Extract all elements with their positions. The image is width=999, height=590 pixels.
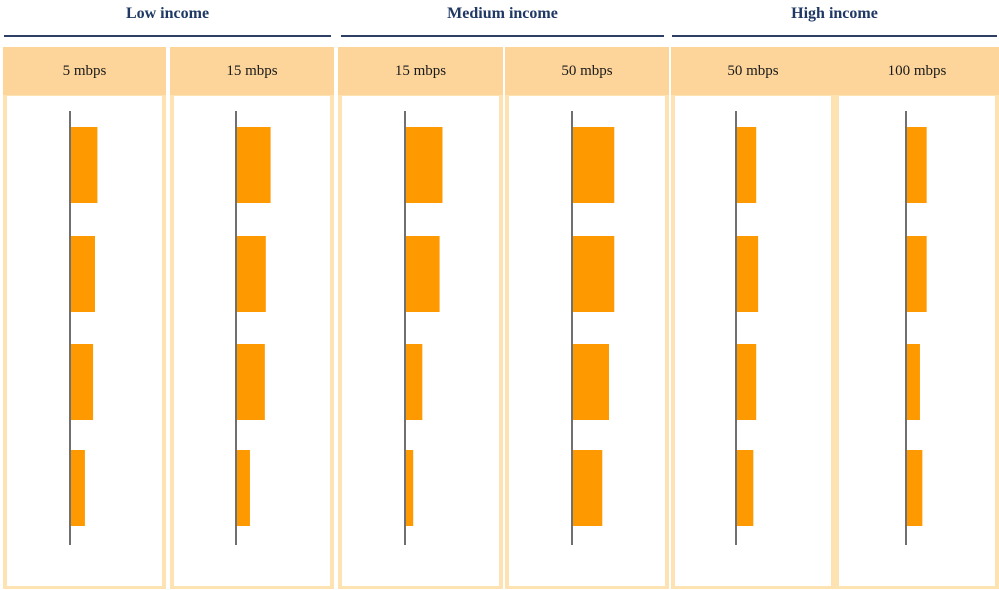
bar <box>907 344 920 420</box>
speed-panel: 15 mbps <box>170 47 334 589</box>
bar <box>406 236 440 312</box>
bar-chart <box>69 111 98 545</box>
bar <box>737 344 757 420</box>
bar <box>71 450 85 526</box>
panel-header: 15 mbps <box>338 47 503 95</box>
bar <box>737 450 754 526</box>
bar <box>406 127 443 203</box>
bar <box>737 127 757 203</box>
panel-header: 15 mbps <box>170 47 334 95</box>
bar <box>907 450 923 526</box>
panel-header: 100 mbps <box>835 47 999 95</box>
bar-chart <box>735 111 759 545</box>
bar <box>573 127 615 203</box>
bar <box>71 127 98 203</box>
bar <box>573 344 609 420</box>
bar-chart <box>905 111 927 545</box>
speed-panel: 5 mbps <box>3 47 166 589</box>
bar <box>737 236 759 312</box>
bar <box>406 344 423 420</box>
bar <box>71 344 94 420</box>
group-title: Low income <box>125 5 210 22</box>
group-rule <box>341 35 664 37</box>
group-rule <box>672 35 997 37</box>
bar <box>237 236 266 312</box>
panel-header: 5 mbps <box>3 47 166 95</box>
group-rule <box>4 35 331 37</box>
bar <box>573 450 603 526</box>
bar <box>237 127 271 203</box>
bar <box>573 236 615 312</box>
group-title: High income <box>791 5 878 22</box>
bar <box>237 344 265 420</box>
bar-chart <box>571 111 615 545</box>
bar-chart <box>404 111 443 545</box>
bar-chart <box>235 111 271 545</box>
bar <box>907 127 927 203</box>
speed-panel: 50 mbps <box>671 47 835 589</box>
bar <box>71 236 95 312</box>
speed-panel: 50 mbps <box>505 47 669 589</box>
speed-panel: 15 mbps <box>338 47 503 589</box>
speed-panel: 100 mbps <box>835 47 999 589</box>
panel-header: 50 mbps <box>505 47 669 95</box>
bar <box>907 236 927 312</box>
bar <box>237 450 250 526</box>
group-title: Medium income <box>447 5 558 22</box>
bar <box>406 450 414 526</box>
panel-header: 50 mbps <box>671 47 835 95</box>
